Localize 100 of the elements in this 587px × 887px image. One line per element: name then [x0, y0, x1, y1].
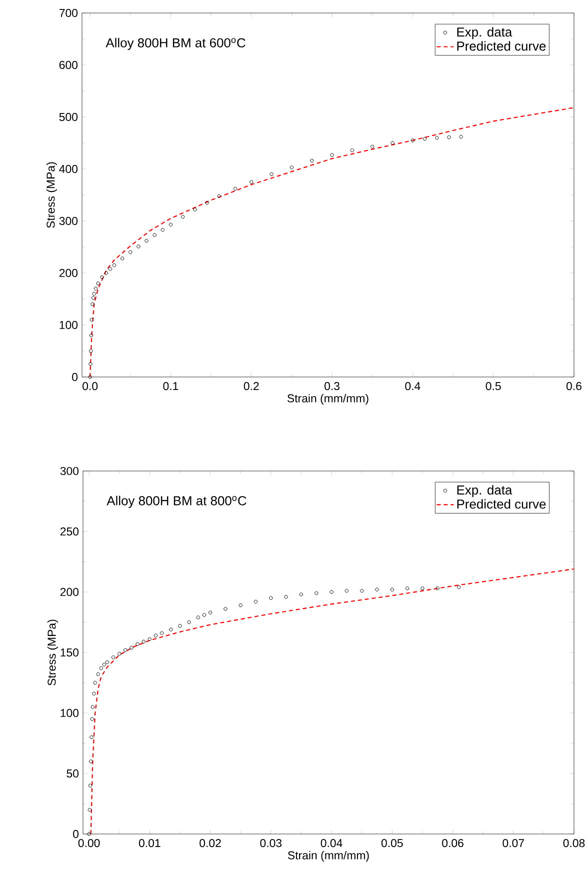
- point: [390, 141, 394, 145]
- x-tick-label: 0.2: [244, 382, 259, 390]
- point: [92, 692, 96, 696]
- point: [169, 628, 173, 632]
- point: [459, 134, 463, 139]
- point: [128, 250, 132, 254]
- point: [250, 180, 254, 184]
- point: [208, 610, 212, 614]
- point: [238, 603, 242, 608]
- point: [330, 590, 334, 594]
- point: [102, 662, 106, 666]
- point: [90, 735, 94, 740]
- point: [94, 286, 98, 290]
- point: [422, 136, 427, 141]
- y-tick-label: 150: [60, 648, 79, 657]
- y-tick-label: 200: [59, 268, 78, 278]
- point: [90, 717, 94, 721]
- y-tick-label: 250: [60, 527, 79, 536]
- point: [93, 680, 97, 685]
- x-tick-label: 0.07: [502, 839, 524, 848]
- point: [92, 292, 96, 296]
- point: [105, 660, 110, 664]
- point: [154, 634, 158, 638]
- point: [447, 135, 451, 140]
- point: [196, 616, 200, 620]
- point: [111, 655, 116, 660]
- point: [344, 588, 349, 593]
- point: [284, 594, 288, 599]
- x-tick-label: 0.04: [320, 839, 342, 848]
- y-tick-label: 200: [60, 588, 79, 596]
- point: [456, 585, 461, 589]
- point: [89, 349, 93, 353]
- point: [144, 238, 148, 243]
- point: [350, 148, 354, 152]
- point: [390, 588, 394, 592]
- point: [148, 637, 152, 642]
- x-tick-label: 0.06: [442, 839, 464, 848]
- y-tick-label: 500: [59, 112, 78, 122]
- point: [160, 631, 164, 635]
- point: [270, 172, 274, 176]
- point: [160, 228, 164, 232]
- x-tick-label: 0.5: [486, 382, 501, 390]
- x-tick-label: 0.6: [566, 382, 582, 390]
- y-tick-label: 50: [66, 769, 79, 778]
- point: [120, 256, 124, 260]
- y-tick-label: 0: [72, 372, 78, 382]
- point: [142, 640, 146, 644]
- point: [104, 271, 108, 275]
- point: [112, 263, 116, 268]
- point: [370, 144, 374, 148]
- point: [180, 214, 185, 219]
- x-axis-title: Strain (mm/mm): [288, 850, 369, 862]
- point: [269, 596, 273, 600]
- point: [88, 808, 92, 812]
- point: [168, 222, 173, 226]
- point: [108, 266, 112, 271]
- y-axis-title: Stress (MPa): [46, 162, 58, 228]
- point: [202, 613, 206, 617]
- point: [224, 607, 228, 611]
- point: [233, 186, 238, 191]
- x-tick-label: 0.03: [260, 839, 282, 848]
- x-tick-label: 0.1: [163, 382, 178, 390]
- point: [193, 208, 197, 212]
- point: [99, 666, 104, 670]
- point: [136, 642, 140, 646]
- point: [89, 760, 93, 764]
- point: [90, 705, 95, 709]
- point: [330, 153, 334, 157]
- legend-label: Predicted curve: [457, 41, 546, 51]
- point: [405, 586, 410, 590]
- x-tick-label: 0.0: [82, 382, 98, 390]
- point: [205, 200, 209, 205]
- point: [89, 334, 94, 338]
- legend-label: Exp. data: [457, 485, 512, 498]
- y-axis-title: Stress (MPa): [47, 620, 58, 686]
- y-tick-label: 300: [60, 466, 79, 476]
- point: [178, 624, 182, 628]
- point: [87, 832, 91, 836]
- point: [152, 233, 156, 237]
- annotation: Alloy 800H BM at 800$^{o}$C: [106, 496, 246, 508]
- point: [118, 652, 122, 656]
- y-tick-label: 300: [59, 216, 78, 226]
- x-axis-title: Strain (mm/mm): [287, 394, 368, 405]
- x-tick-label: 0.01: [138, 839, 160, 848]
- point: [375, 588, 379, 592]
- x-tick-label: 0.4: [405, 382, 420, 390]
- x-tick-label: 0.05: [381, 839, 403, 848]
- legend-label: Exp. data: [457, 27, 512, 40]
- point: [96, 672, 100, 676]
- y-tick-label: 600: [59, 60, 78, 70]
- x-tick-label: 0.00: [78, 839, 100, 848]
- point: [217, 194, 221, 198]
- y-tick-label: 700: [59, 8, 78, 18]
- legend-label: Predicted curve: [457, 499, 546, 509]
- y-tick-label: 400: [59, 164, 78, 174]
- point: [90, 318, 94, 322]
- point: [314, 591, 318, 596]
- point: [91, 296, 96, 300]
- point: [100, 275, 104, 279]
- point: [410, 138, 415, 142]
